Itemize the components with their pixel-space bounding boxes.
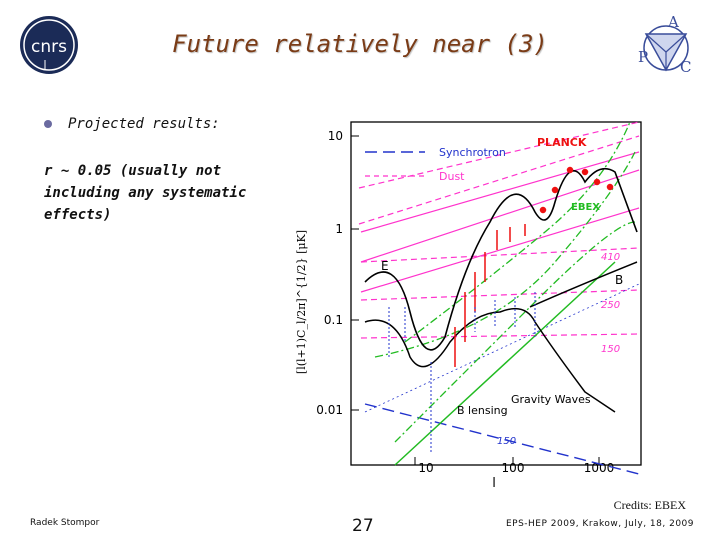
x-tick-label: 1000 xyxy=(584,461,615,475)
bullet-text: Projected results: xyxy=(68,116,220,132)
freq-410-label: 410 xyxy=(601,252,620,263)
dust-foreground-line xyxy=(358,121,640,189)
page-number: 27 xyxy=(352,516,374,536)
x-tick-label: 10 xyxy=(418,461,433,475)
foreground-150-line xyxy=(360,333,640,339)
freq-250-label: 250 xyxy=(601,300,620,311)
b-mode-curve xyxy=(529,261,638,308)
gravity-waves-curve xyxy=(364,307,616,413)
y-tick-label: 0.01 xyxy=(316,403,343,417)
planck-sensitivity-curve xyxy=(404,121,631,343)
svg-text:cnrs: cnrs xyxy=(31,37,67,57)
bullet-item: Projected results: xyxy=(44,116,220,132)
svg-text:C: C xyxy=(680,58,691,76)
svg-text:A: A xyxy=(667,13,679,31)
b-lensing-line xyxy=(394,261,616,466)
ebex-sensitivity-curve xyxy=(374,151,636,358)
freq-150b-label: 150 xyxy=(497,436,516,447)
body-text: r ~ 0.05 (usually not including any syst… xyxy=(44,163,247,223)
foreground-250-line xyxy=(360,289,640,301)
x-axis-label: l xyxy=(492,476,496,491)
y-tick-label: 1 xyxy=(335,222,343,236)
legend-dust: Dust xyxy=(439,170,465,183)
planck-label: PLANCK xyxy=(537,136,587,149)
apc-logo: A P C xyxy=(632,12,696,82)
y-tick-label: 0.1 xyxy=(324,313,343,327)
cnrs-logo: cnrs xyxy=(18,14,80,80)
footer-author: Radek Stompor xyxy=(30,518,100,528)
b-label: B xyxy=(615,273,623,287)
credits-text: Credits: EBEX xyxy=(613,498,686,512)
e-label: E xyxy=(381,259,389,273)
cmb-power-spectrum-figure: 10 1 0.1 0.01 10 100 1000 l [l(l+1)C_l/2… xyxy=(285,112,655,496)
y-tick-label: 10 xyxy=(328,129,343,143)
gravity-waves-label: Gravity Waves xyxy=(511,393,591,406)
footer-conference: EPS-HEP 2009, Krakow, July, 18, 2009 xyxy=(505,519,694,529)
synchrotron-150-line xyxy=(364,403,640,475)
x-tick-label: 100 xyxy=(502,461,525,475)
bullet-icon xyxy=(44,120,52,128)
freq-150-label: 150 xyxy=(601,344,620,355)
ebex-label: EBEX xyxy=(571,202,600,213)
legend-synchrotron: Synchrotron xyxy=(439,146,506,159)
plot-frame xyxy=(350,121,642,466)
svg-text:P: P xyxy=(638,48,648,66)
slide-title: Future relatively near (3) xyxy=(172,30,548,58)
b-lensing-label: B lensing xyxy=(457,404,508,417)
foreground-410-line xyxy=(360,247,640,263)
e-mode-curve xyxy=(364,167,638,351)
y-axis-label: [l(l+1)C_l/2π]^{1/2} [μK] xyxy=(295,230,308,374)
